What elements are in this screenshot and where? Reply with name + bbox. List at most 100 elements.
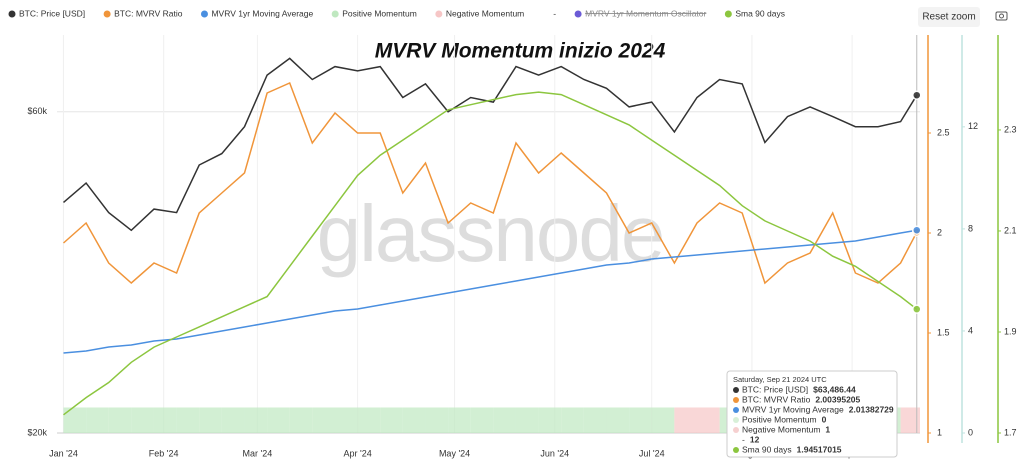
momentum-bar: [199, 407, 222, 433]
momentum-bar: [267, 407, 290, 433]
y2-tick-label: 2: [937, 227, 942, 237]
momentum-bar: [153, 407, 177, 433]
chart-title: MVRV Momentum inizio 2024: [375, 40, 666, 63]
momentum-bar: [108, 407, 132, 433]
legend-item[interactable]: Sma 90 days: [724, 8, 785, 18]
tooltip-dot: [733, 397, 739, 403]
tooltip-dot: [733, 407, 739, 413]
tooltip-value: 1.94517015: [797, 444, 842, 454]
momentum-bar: [651, 407, 675, 433]
y4-tick-label: 2.1: [1004, 225, 1017, 235]
momentum-bar: [425, 407, 449, 433]
legend-label: Positive Momentum: [342, 8, 417, 18]
y4-tick-label: 1.9: [1004, 326, 1017, 336]
legend-label: Negative Momentum: [446, 8, 524, 18]
x-tick-label: Jan '24: [49, 448, 78, 458]
hover-marker: [912, 90, 922, 100]
x-tick-label: Apr '24: [343, 448, 371, 458]
x-tick-label: Mar '24: [243, 448, 273, 458]
y3-tick-label: 8: [968, 223, 973, 233]
momentum-bar: [606, 407, 630, 433]
series-line: [63, 229, 917, 354]
legend-item[interactable]: BTC: MVRV Ratio: [103, 8, 183, 18]
momentum-bar: [380, 407, 403, 433]
y3-tick-label: 4: [968, 325, 973, 335]
momentum-bar: [63, 407, 87, 433]
x-tick-label: Jul '24: [639, 448, 665, 458]
tooltip-dot: [733, 427, 739, 433]
tooltip-value: 2.01382729: [849, 404, 894, 414]
tooltip-title: Saturday, Sep 21 2024 UTC: [733, 375, 827, 384]
y-tick-label: $60k: [27, 106, 47, 116]
tooltip-value: 0: [822, 414, 827, 424]
momentum-bar: [900, 407, 917, 433]
momentum-bar: [493, 407, 516, 433]
reset-zoom-label[interactable]: Reset zoom: [922, 12, 975, 23]
legend-item[interactable]: -: [553, 8, 556, 18]
legend-dot: [103, 10, 111, 18]
momentum-bar: [696, 407, 720, 433]
x-tick-label: May '24: [439, 448, 470, 458]
tooltip-box: [726, 370, 898, 458]
momentum-bar: [916, 407, 920, 433]
tooltip-label: MVRV 1yr Moving Average: [742, 404, 844, 414]
tooltip-value: 2.00395205: [815, 394, 860, 404]
momentum-bar: [176, 407, 200, 433]
x-tick-label: Jun '24: [540, 448, 569, 458]
legend-label: Sma 90 days: [735, 8, 785, 18]
momentum-bar: [448, 407, 471, 433]
tooltip-value: $63,486.44: [813, 384, 856, 394]
hover-marker: [912, 225, 922, 235]
legend-dot: [574, 10, 582, 18]
reset-zoom-button[interactable]: [918, 7, 980, 27]
tooltip-value: 12: [750, 434, 760, 444]
x-tick-label: Feb '24: [149, 448, 179, 458]
momentum-bar: [289, 407, 313, 433]
legend-item[interactable]: Negative Momentum: [435, 8, 524, 18]
y2-tick-label: 1: [937, 427, 942, 437]
momentum-bar: [515, 407, 539, 433]
tooltip-label: Negative Momentum: [742, 424, 820, 434]
series-line: [63, 81, 918, 285]
tooltip-dot: [733, 437, 739, 443]
momentum-bar: [357, 407, 381, 433]
legend-item[interactable]: BTC: Price [USD]: [8, 8, 86, 18]
legend-item[interactable]: MVRV 1yr Moving Average: [200, 8, 314, 18]
legend-label: BTC: MVRV Ratio: [114, 8, 183, 18]
legend-dot: [8, 10, 16, 18]
tooltip-dot: [733, 447, 739, 453]
tooltip-label: BTC: MVRV Ratio: [742, 394, 811, 404]
legend-item[interactable]: MVRV 1yr Momentum Oscillator: [574, 8, 707, 18]
camera-icon[interactable]: [995, 11, 1008, 21]
legend-label: MVRV 1yr Momentum Oscillator: [585, 8, 706, 18]
watermark: glassnode: [317, 189, 664, 278]
legend-dot: [331, 10, 339, 18]
momentum-bar: [674, 407, 697, 433]
hover-marker: [912, 304, 922, 314]
tooltip-label: Positive Momentum: [742, 414, 817, 424]
momentum-bar: [583, 407, 607, 433]
y2-tick-label: 1.5: [937, 327, 950, 337]
y2-tick-label: 2.5: [937, 127, 950, 137]
legend-label: MVRV 1yr Moving Average: [211, 8, 313, 18]
tooltip-label: BTC: Price [USD]: [742, 384, 808, 394]
legend-label: BTC: Price [USD]: [19, 8, 85, 18]
y4-tick-label: 1.7: [1004, 427, 1017, 437]
series-line: [63, 91, 918, 416]
legend-item[interactable]: Positive Momentum: [331, 8, 417, 18]
momentum-bar: [86, 407, 109, 433]
momentum-bar: [402, 407, 426, 433]
legend-dot: [200, 10, 208, 18]
momentum-bar: [244, 407, 268, 433]
momentum-bar: [538, 407, 562, 433]
momentum-bar: [561, 407, 584, 433]
y3-tick-label: 12: [968, 121, 978, 131]
momentum-bar: [629, 407, 652, 433]
tooltip-label: -: [742, 434, 745, 444]
tooltip-dot: [733, 417, 739, 423]
series-line: [63, 57, 918, 232]
tooltip-value: 1: [825, 424, 830, 434]
momentum-bar: [470, 407, 494, 433]
